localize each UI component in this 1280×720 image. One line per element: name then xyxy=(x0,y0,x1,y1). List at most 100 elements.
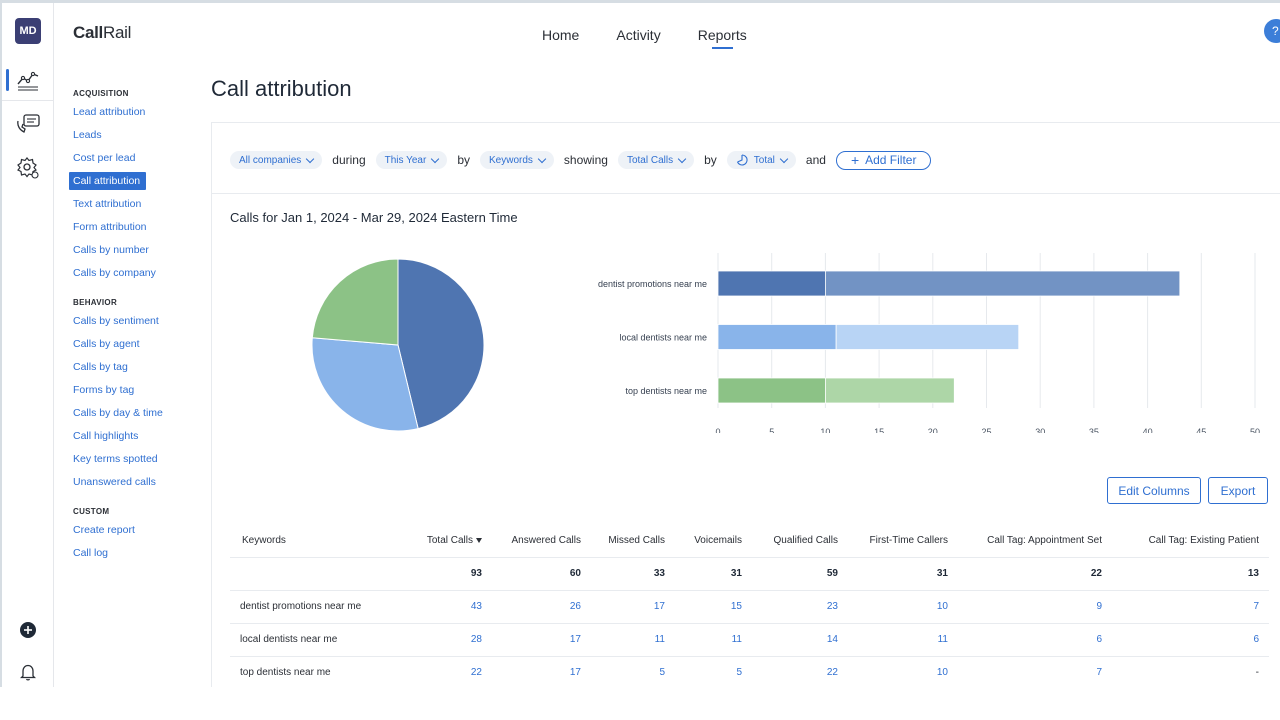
bar-segment[interactable] xyxy=(824,377,955,404)
avatar[interactable]: MD xyxy=(15,18,41,44)
value-link[interactable]: 5 xyxy=(675,656,752,687)
value-link[interactable]: 11 xyxy=(675,623,752,657)
bar-segment[interactable] xyxy=(824,270,1181,297)
pie-slice[interactable] xyxy=(397,258,485,430)
column-header-first-time-callers[interactable]: First-Time Callers xyxy=(848,525,958,558)
value-link[interactable]: 26 xyxy=(492,590,591,624)
value-link[interactable]: 6 xyxy=(958,623,1112,657)
value-link[interactable]: 17 xyxy=(492,623,591,657)
settings-gear-icon[interactable] xyxy=(14,154,42,182)
x-tick-label: 20 xyxy=(928,427,938,433)
breakdown-filter-dropdown[interactable]: Total xyxy=(726,151,796,169)
value-link[interactable]: 28 xyxy=(400,623,492,657)
sidebar-item-calls-by-agent[interactable]: Calls by agent xyxy=(73,338,140,350)
total-cell: 93 xyxy=(400,557,492,591)
chevron-down-icon xyxy=(677,154,687,163)
total-cell: 31 xyxy=(675,557,752,591)
value-link[interactable]: 14 xyxy=(752,623,848,657)
value-link[interactable]: 10 xyxy=(848,590,958,624)
value-link[interactable]: 17 xyxy=(591,590,675,624)
value-link[interactable]: 22 xyxy=(400,656,492,687)
callrail-logo[interactable]: CallRail xyxy=(73,23,132,42)
add-filter-button[interactable]: + Add Filter xyxy=(835,150,932,170)
nav-activity[interactable]: Activity xyxy=(616,27,661,43)
sidebar-item-text-attribution[interactable]: Text attribution xyxy=(73,198,142,210)
nav-reports[interactable]: Reports xyxy=(698,27,747,49)
value-link[interactable]: 11 xyxy=(848,623,958,657)
sidebar-item-call-highlights[interactable]: Call highlights xyxy=(73,430,139,442)
sidebar-item-call-attribution[interactable]: Call attribution xyxy=(69,172,146,190)
column-header-missed-calls[interactable]: Missed Calls xyxy=(591,525,675,558)
column-header-total-calls[interactable]: Total Calls xyxy=(400,525,492,558)
y-category-label: dentist promotions near me xyxy=(598,279,707,289)
column-header-qualified-calls[interactable]: Qualified Calls xyxy=(752,525,848,558)
x-tick-label: 40 xyxy=(1143,427,1153,433)
value-link[interactable]: 17 xyxy=(492,656,591,687)
bar-segment[interactable] xyxy=(717,377,826,404)
sidebar-item-calls-by-number[interactable]: Calls by number xyxy=(73,244,149,256)
bar-segment[interactable] xyxy=(835,324,1020,350)
conversations-icon[interactable] xyxy=(14,110,42,138)
bar-segment[interactable] xyxy=(717,270,826,297)
edit-columns-button[interactable]: Edit Columns xyxy=(1107,477,1201,504)
x-tick-label: 35 xyxy=(1089,427,1099,433)
column-header-answered-calls[interactable]: Answered Calls xyxy=(492,525,591,558)
plus-icon: + xyxy=(850,152,860,168)
value-link[interactable]: 11 xyxy=(591,623,675,657)
company-filter-dropdown[interactable]: All companies xyxy=(230,151,323,169)
rail-divider xyxy=(2,100,54,101)
sidebar-section-behavior: BEHAVIOR xyxy=(73,298,118,307)
app-window: MD CallRail Home Activity Reports ? ACQU… xyxy=(0,0,1280,687)
pie-chart-icon xyxy=(736,154,748,166)
sidebar-item-unanswered-calls[interactable]: Unanswered calls xyxy=(73,476,156,488)
x-tick-label: 30 xyxy=(1035,427,1045,433)
value-link[interactable]: 5 xyxy=(591,656,675,687)
sidebar-section-custom: CUSTOM xyxy=(73,507,110,516)
sidebar-item-forms-by-tag[interactable]: Forms by tag xyxy=(73,384,135,396)
add-circle-icon[interactable] xyxy=(14,616,42,644)
total-cell: 33 xyxy=(591,557,675,591)
pie-slice[interactable] xyxy=(311,258,399,346)
filter-bar: All companies during This Year by Keywor… xyxy=(230,150,932,170)
column-header-existing-patient[interactable]: Call Tag: Existing Patient xyxy=(1112,525,1269,558)
column-header-voicemails[interactable]: Voicemails xyxy=(675,525,752,558)
sidebar-item-calls-by-tag[interactable]: Calls by tag xyxy=(73,361,128,373)
value-link[interactable]: 43 xyxy=(400,590,492,624)
x-tick-label: 5 xyxy=(769,427,774,433)
sidebar-item-calls-by-day-time[interactable]: Calls by day & time xyxy=(73,407,163,419)
keyword-cell: dentist promotions near me xyxy=(230,590,400,624)
sidebar-item-form-attribution[interactable]: Form attribution xyxy=(73,221,147,233)
sidebar-item-create-report[interactable]: Create report xyxy=(73,524,135,536)
value-link[interactable]: 9 xyxy=(958,590,1112,624)
column-header-appointment-set[interactable]: Call Tag: Appointment Set xyxy=(958,525,1112,558)
nav-home[interactable]: Home xyxy=(542,27,580,43)
sidebar-item-lead-attribution[interactable]: Lead attribution xyxy=(73,106,146,118)
value-link[interactable]: 7 xyxy=(958,656,1112,687)
sidebar-item-calls-by-company[interactable]: Calls by company xyxy=(73,267,156,279)
table-total-row: 93 60 33 31 59 31 22 13 xyxy=(230,557,1269,591)
sidebar-item-leads[interactable]: Leads xyxy=(73,129,102,141)
group-filter-dropdown[interactable]: Keywords xyxy=(480,151,554,169)
period-filter-dropdown[interactable]: This Year xyxy=(375,151,448,169)
metric-filter-dropdown[interactable]: Total Calls xyxy=(617,151,695,169)
y-category-label: top dentists near me xyxy=(625,386,707,396)
value-link[interactable]: 6 xyxy=(1112,623,1269,657)
value-link[interactable]: 22 xyxy=(752,656,848,687)
bar-segment[interactable] xyxy=(717,324,837,350)
reports-icon[interactable] xyxy=(14,66,42,94)
value-link[interactable]: 15 xyxy=(675,590,752,624)
value-link[interactable]: 10 xyxy=(848,656,958,687)
sidebar-item-key-terms-spotted[interactable]: Key terms spotted xyxy=(73,453,158,465)
total-cell: 59 xyxy=(752,557,848,591)
value-link[interactable]: 7 xyxy=(1112,590,1269,624)
table-row: top dentists near me 22 17 5 5 22 10 7 - xyxy=(230,656,1269,687)
pie-slice[interactable] xyxy=(311,337,419,432)
notifications-bell-icon[interactable] xyxy=(14,658,42,686)
sidebar-item-cost-per-lead[interactable]: Cost per lead xyxy=(73,152,136,164)
sidebar-item-calls-by-sentiment[interactable]: Calls by sentiment xyxy=(73,315,159,327)
help-button[interactable]: ? xyxy=(1264,19,1280,43)
sidebar-item-call-log[interactable]: Call log xyxy=(73,547,109,559)
export-button[interactable]: Export xyxy=(1208,477,1268,504)
column-header-keywords[interactable]: Keywords xyxy=(230,525,400,558)
value-link[interactable]: 23 xyxy=(752,590,848,624)
